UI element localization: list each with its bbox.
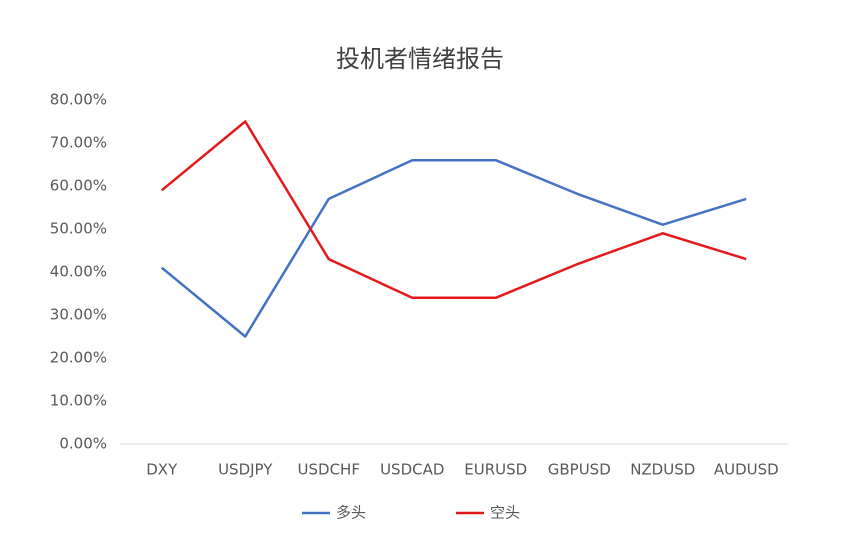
- y-tick-label: 70.00%: [50, 134, 107, 152]
- series-line: [160, 120, 747, 300]
- y-tick-label: 50.00%: [50, 220, 107, 238]
- legend-label: 空头: [490, 504, 520, 522]
- y-tick-label: 80.00%: [50, 91, 107, 109]
- x-tick-label: USDCAD: [380, 461, 444, 479]
- y-tick-label: 40.00%: [50, 263, 107, 281]
- y-tick-label: 10.00%: [50, 392, 107, 410]
- y-tick-label: 20.00%: [50, 349, 107, 367]
- x-tick-label: EURUSD: [464, 461, 527, 479]
- series-line: [160, 158, 747, 338]
- x-tick-label: USDCHF: [298, 461, 360, 479]
- x-tick-label: NZDUSD: [630, 461, 695, 479]
- x-tick-label: DXY: [146, 461, 178, 479]
- chart-title: 投机者情绪报告: [336, 45, 504, 73]
- x-tick-label: USDJPY: [218, 461, 273, 479]
- y-tick-label: 60.00%: [50, 177, 107, 195]
- y-tick-label: 0.00%: [59, 435, 107, 453]
- y-tick-label: 30.00%: [50, 306, 107, 324]
- x-tick-label: AUDUSD: [714, 461, 779, 479]
- legend-label: 多头: [336, 504, 366, 522]
- x-tick-label: GBPUSD: [548, 461, 611, 479]
